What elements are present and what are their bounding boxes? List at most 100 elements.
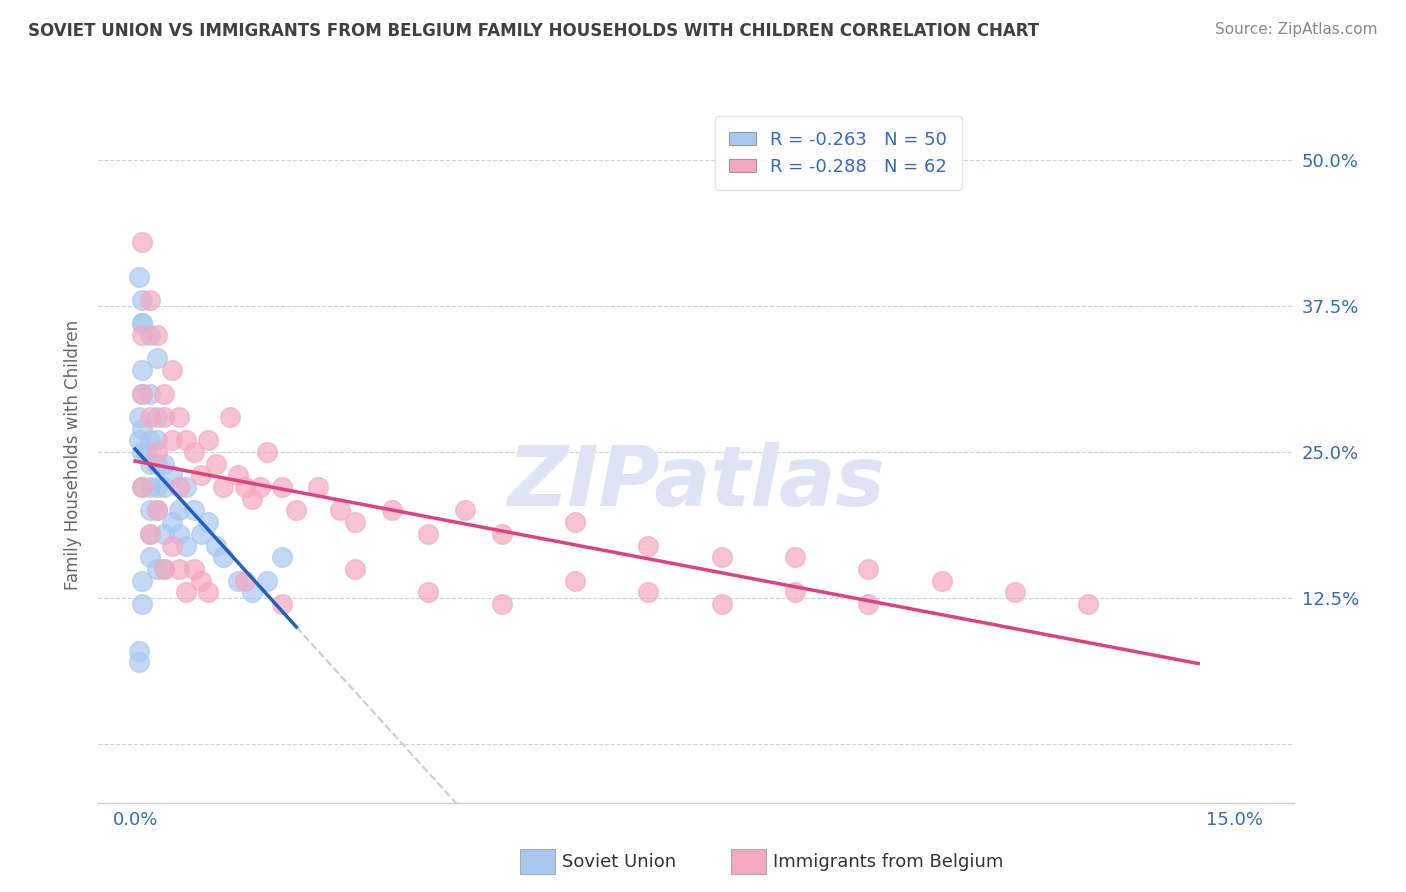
Point [783, 550, 806, 565]
Point [153, 562, 176, 576]
Point [128, 409, 150, 424]
Point [131, 597, 153, 611]
Point [131, 317, 153, 331]
Point [160, 468, 183, 483]
Point [249, 480, 271, 494]
Point [146, 351, 169, 366]
Point [146, 503, 169, 517]
Point [146, 562, 169, 576]
Point [256, 574, 278, 588]
Point [146, 409, 169, 424]
Point [183, 562, 205, 576]
Point [167, 480, 190, 494]
Point [176, 539, 198, 553]
Point [131, 386, 153, 401]
Point [242, 491, 264, 506]
Point [146, 434, 169, 448]
Point [139, 526, 162, 541]
Point [139, 480, 162, 494]
Point [131, 445, 153, 459]
Point [153, 409, 176, 424]
Point [131, 422, 153, 436]
Point [167, 562, 190, 576]
Point [270, 597, 292, 611]
Point [131, 574, 153, 588]
Text: SOVIET UNION VS IMMIGRANTS FROM BELGIUM FAMILY HOUSEHOLDS WITH CHILDREN CORRELAT: SOVIET UNION VS IMMIGRANTS FROM BELGIUM … [28, 22, 1039, 40]
Point [329, 503, 352, 517]
Point [233, 574, 256, 588]
Point [139, 293, 162, 307]
Point [139, 409, 162, 424]
Point [131, 363, 153, 377]
Point [242, 585, 264, 599]
Point [128, 656, 150, 670]
Point [139, 503, 162, 517]
Point [226, 468, 249, 483]
Point [285, 503, 308, 517]
Point [344, 515, 367, 529]
Text: Source: ZipAtlas.com: Source: ZipAtlas.com [1215, 22, 1378, 37]
Point [256, 445, 278, 459]
Point [226, 574, 249, 588]
Point [146, 445, 169, 459]
Point [131, 293, 153, 307]
Point [1077, 597, 1099, 611]
Text: Soviet Union: Soviet Union [562, 853, 676, 871]
Point [710, 550, 733, 565]
Point [167, 503, 190, 517]
Point [167, 526, 190, 541]
Point [153, 457, 176, 471]
Point [270, 550, 292, 565]
Point [637, 539, 659, 553]
Legend: R = -0.263   N = 50, R = -0.288   N = 62: R = -0.263 N = 50, R = -0.288 N = 62 [714, 116, 962, 190]
Point [491, 597, 513, 611]
Point [139, 386, 162, 401]
Point [153, 526, 176, 541]
Point [146, 457, 169, 471]
Point [160, 539, 183, 553]
Point [139, 434, 162, 448]
Point [197, 585, 219, 599]
Point [783, 585, 806, 599]
Point [190, 574, 212, 588]
Point [153, 480, 176, 494]
Point [131, 480, 153, 494]
Point [135, 445, 157, 459]
Point [128, 269, 150, 284]
Point [131, 480, 153, 494]
Point [931, 574, 953, 588]
Point [307, 480, 329, 494]
Point [146, 480, 169, 494]
Point [219, 409, 242, 424]
Point [176, 434, 198, 448]
Point [183, 445, 205, 459]
Point [190, 526, 212, 541]
Point [176, 585, 198, 599]
Point [858, 597, 880, 611]
Point [128, 434, 150, 448]
Point [197, 515, 219, 529]
Point [131, 328, 153, 343]
Text: Immigrants from Belgium: Immigrants from Belgium [773, 853, 1004, 871]
Point [212, 480, 235, 494]
Point [153, 562, 176, 576]
Point [131, 235, 153, 249]
Point [564, 515, 586, 529]
Point [197, 434, 219, 448]
Point [139, 457, 162, 471]
Point [131, 317, 153, 331]
Point [637, 585, 659, 599]
Point [212, 550, 235, 565]
Point [128, 644, 150, 658]
Point [153, 386, 176, 401]
Point [418, 526, 440, 541]
Point [131, 386, 153, 401]
Point [139, 526, 162, 541]
Point [160, 434, 183, 448]
Point [146, 328, 169, 343]
Y-axis label: Family Households with Children: Family Households with Children [65, 320, 83, 590]
Point [190, 468, 212, 483]
Point [270, 480, 292, 494]
Point [160, 363, 183, 377]
Point [418, 585, 440, 599]
